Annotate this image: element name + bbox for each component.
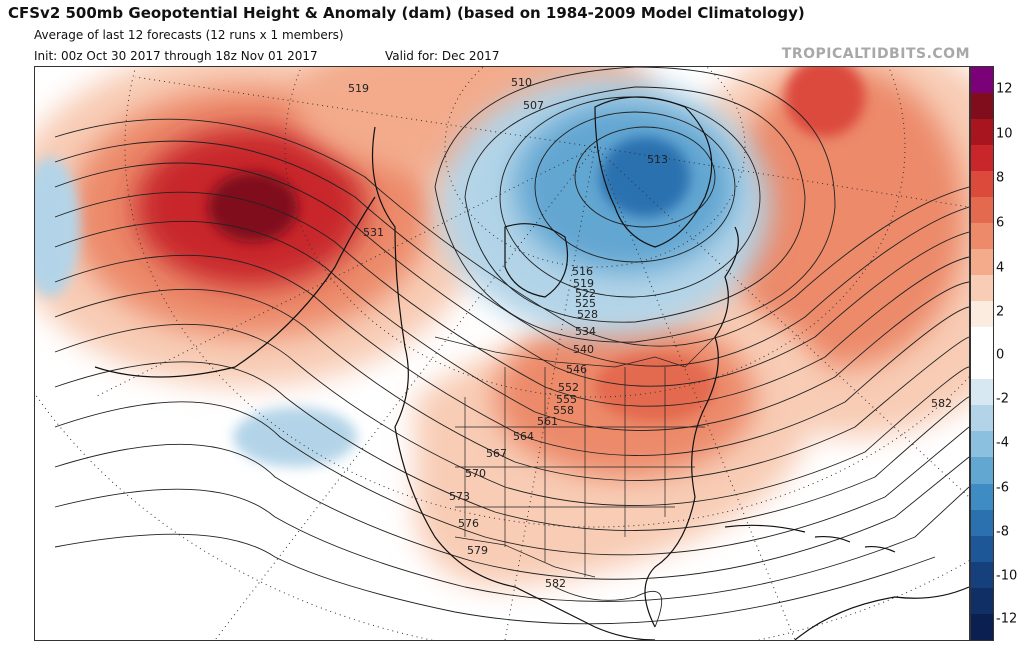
colorbar-swatch	[971, 171, 993, 198]
anomaly-shading	[35, 67, 969, 587]
colorbar-swatch	[971, 379, 993, 406]
caribbean-islands	[724, 524, 896, 553]
colorbar-swatch	[971, 119, 993, 146]
coastlines	[94, 96, 969, 640]
colorbar-tick: 12	[996, 81, 1013, 97]
colorbar-tick: 2	[996, 304, 1005, 320]
colorbar-swatch	[971, 223, 993, 250]
colorbar-tick: 10	[996, 126, 1013, 142]
contour-label: 528	[577, 308, 598, 321]
us-canada-border	[434, 336, 716, 368]
colorbar-tick: 6	[996, 215, 1005, 231]
contour-label: 567	[486, 447, 507, 460]
contour-label: 510	[511, 76, 532, 89]
colorbar-swatch	[971, 275, 993, 302]
contour-label: 519	[573, 277, 594, 290]
chart-title: CFSv2 500mb Geopotential Height & Anomal…	[8, 4, 805, 22]
contour-label: 576	[458, 517, 479, 530]
contour-label: 582	[931, 397, 952, 410]
contour-label: 546	[566, 363, 587, 376]
colorbar-swatch	[971, 587, 993, 614]
contour-label: 552	[558, 381, 579, 394]
colorbar-swatch	[971, 457, 993, 484]
map-panel: 507 510 513 516 519 519 522 525 528 531 …	[34, 66, 970, 641]
hudson-bay-coast	[504, 223, 569, 298]
colorbar-swatch	[971, 561, 993, 588]
contour-label: 531	[363, 226, 384, 239]
contour-label: 558	[553, 404, 574, 417]
contour-label: 540	[573, 343, 594, 356]
contour-label: 525	[575, 297, 596, 310]
greenland-trough-peak	[600, 137, 690, 217]
valid-time: Valid for: Dec 2017	[385, 49, 500, 63]
colorbar-tick: 0	[996, 347, 1005, 363]
contour-labels: 507 510 513 516 519 519 522 525 528 531 …	[348, 76, 952, 590]
borders	[434, 336, 716, 578]
contour-label: 516	[572, 265, 593, 278]
contour-label: 561	[537, 415, 558, 428]
greenland-coast	[594, 96, 713, 248]
contour-label: 564	[513, 430, 534, 443]
colorbar-tick: -2	[996, 391, 1009, 407]
height-contours	[54, 67, 969, 628]
contour-label: 507	[523, 99, 544, 112]
colorbar-swatch	[971, 93, 993, 120]
contour-label: 570	[465, 467, 486, 480]
contour-label: 555	[556, 393, 577, 406]
colorbar	[970, 66, 994, 641]
north-america-coast	[371, 126, 739, 640]
colorbar-tick: -8	[996, 524, 1009, 540]
colorbar-tick: -6	[996, 480, 1009, 496]
colorbar-swatch	[971, 327, 993, 354]
colorbar-swatch	[971, 145, 993, 172]
init-time: Init: 00z Oct 30 2017 through 18z Nov 01…	[34, 49, 318, 63]
colorbar-swatch	[971, 431, 993, 458]
west-pacific-trough	[35, 157, 80, 297]
colorbar-swatch	[971, 197, 993, 224]
colorbar-tick: -4	[996, 435, 1009, 451]
colorbar-tick: -12	[996, 611, 1018, 627]
colorbar-swatch	[971, 613, 993, 640]
chart-subtitle: Average of last 12 forecasts (12 runs x …	[34, 28, 344, 42]
colorbar-tick: -10	[996, 568, 1018, 584]
contour-label: 573	[449, 490, 470, 503]
contour-label: 579	[467, 544, 488, 557]
alaska-coast	[94, 196, 376, 378]
central-pacific-trough	[233, 407, 357, 467]
state-lines	[455, 367, 705, 577]
contour-label: 519	[348, 82, 369, 95]
graticule	[35, 67, 969, 640]
contour-label: 582	[545, 577, 566, 590]
map-svg: 507 510 513 516 519 519 522 525 528 531 …	[35, 67, 969, 640]
colorbar-tick: 8	[996, 170, 1005, 186]
contour-label: 534	[575, 325, 596, 338]
colorbar-swatch	[971, 301, 993, 328]
brand-watermark: TROPICALTIDBITS.COM	[781, 46, 970, 62]
colorbar-swatch	[971, 249, 993, 276]
colorbar-swatch	[971, 67, 993, 94]
colorbar-swatch	[971, 509, 993, 536]
colorbar-swatch	[971, 405, 993, 432]
us-mexico-border	[454, 536, 596, 578]
contour-label: 513	[647, 153, 668, 166]
gulf-of-alaska-ridge-peak	[208, 172, 298, 242]
contour-label: 522	[575, 287, 596, 300]
colorbar-swatch	[971, 483, 993, 510]
colorbar-swatch	[971, 353, 993, 380]
colorbar-swatch	[971, 535, 993, 562]
colorbar-tick: 4	[996, 260, 1005, 276]
south-america-coast	[794, 586, 969, 640]
